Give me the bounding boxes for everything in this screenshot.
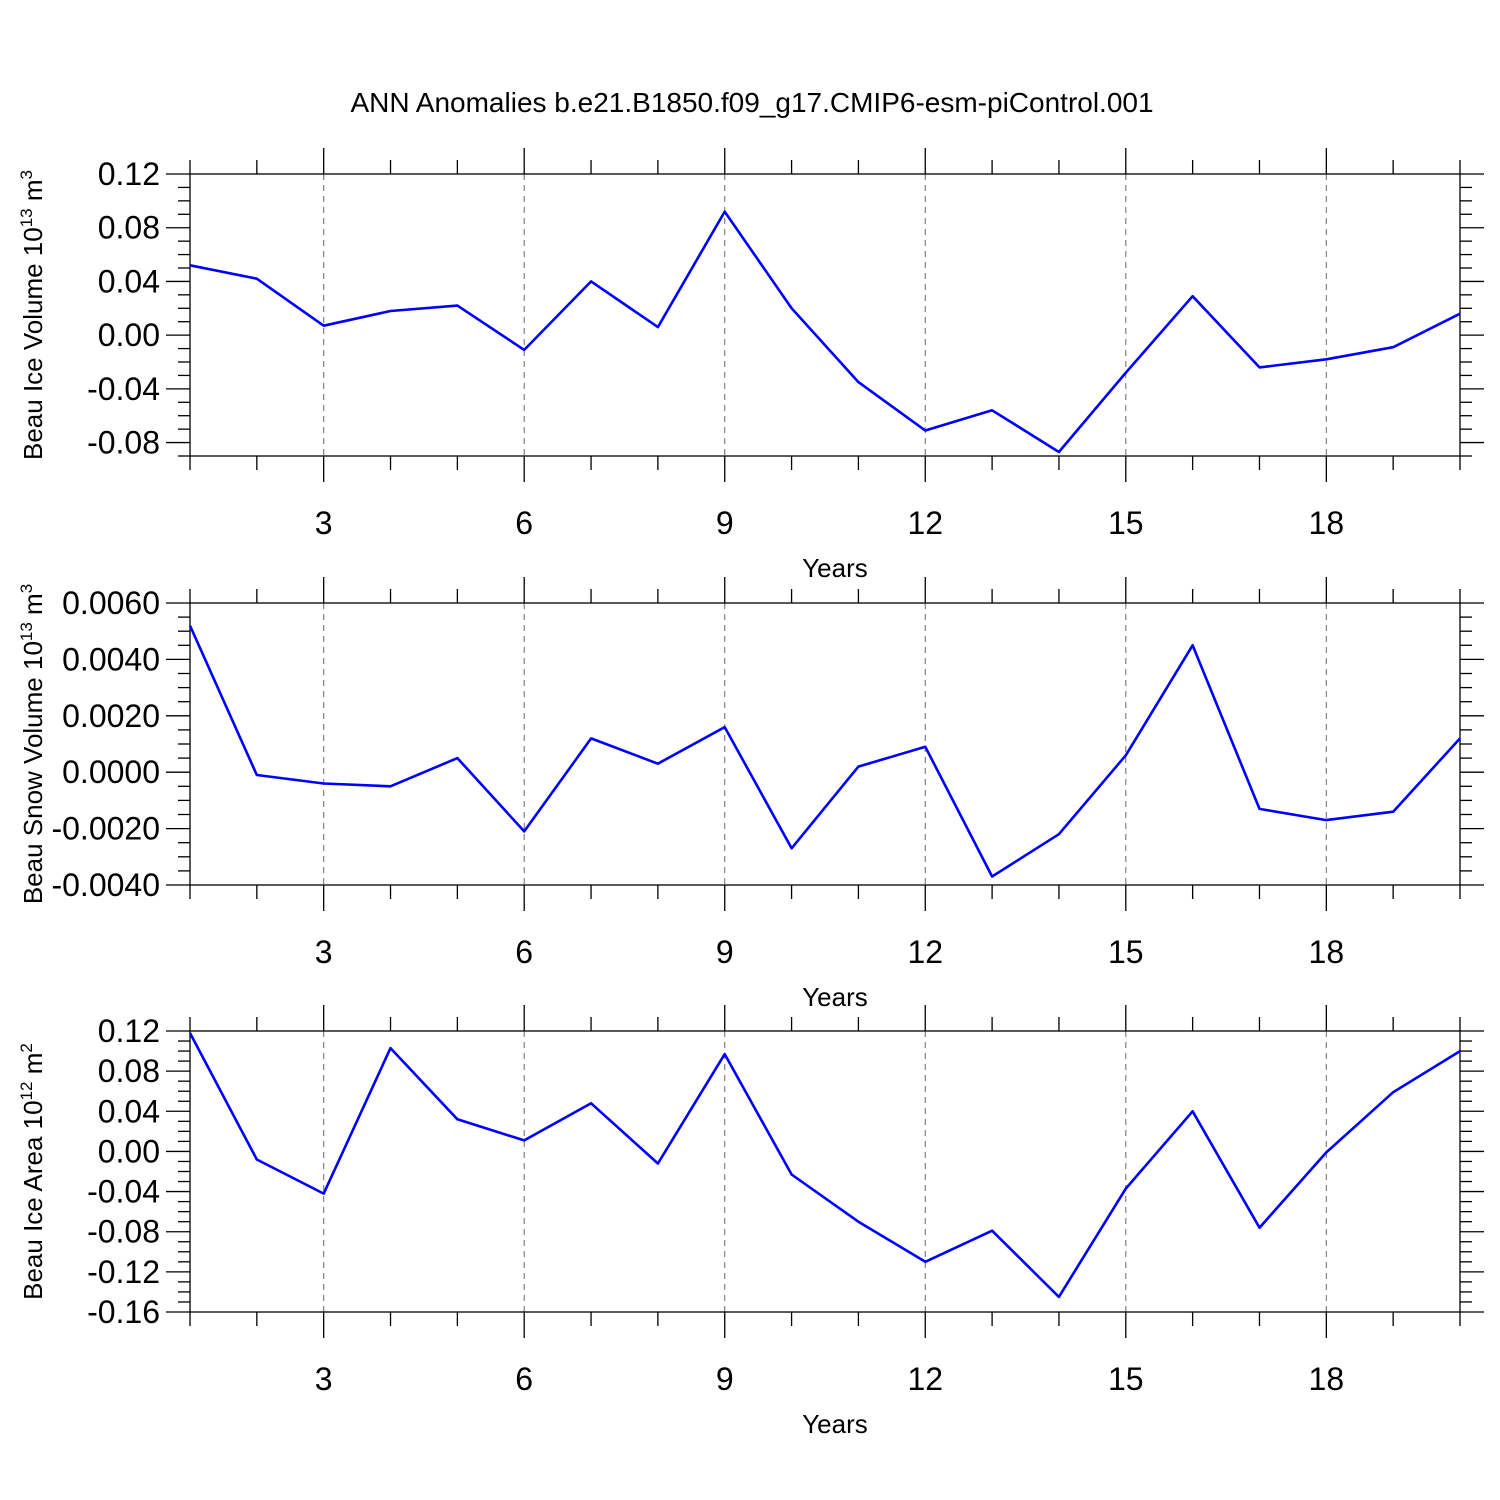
x-tick-label: 6	[515, 1361, 533, 1397]
y-tick-label: -0.0020	[51, 811, 160, 847]
x-tick-label: 6	[515, 934, 533, 970]
y-tick-label: 0.04	[98, 263, 160, 299]
x-tick-label: 15	[1108, 934, 1144, 970]
y-tick-label: 0.12	[98, 156, 160, 192]
x-tick-label: 12	[907, 505, 943, 541]
series-line-ice-area	[188, 1032, 1461, 1299]
x-tick-label: 15	[1108, 505, 1144, 541]
y-tick-label: -0.04	[87, 371, 160, 407]
x-tick-label: 6	[515, 505, 533, 541]
x-tick-label: 9	[716, 934, 734, 970]
x-axis-label: Years	[802, 982, 868, 1012]
y-tick-label: -0.04	[87, 1174, 160, 1210]
y-tick-label: 0.00	[98, 1133, 160, 1169]
plot-frame	[189, 173, 1461, 457]
x-tick-label: 12	[907, 1361, 943, 1397]
y-tick-label: 0.0000	[62, 754, 160, 790]
y-tick-label: 0.0060	[62, 585, 160, 621]
x-tick-label: 3	[315, 505, 333, 541]
x-tick-label: 3	[315, 1361, 333, 1397]
y-tick-label: 0.12	[98, 1013, 160, 1049]
x-tick-label: 9	[716, 1361, 734, 1397]
y-axis-label: Beau Ice Area 1012 m2	[17, 1043, 48, 1300]
y-tick-label: -0.16	[87, 1294, 160, 1330]
y-tick-label: 0.04	[98, 1093, 160, 1129]
plot-frame	[189, 1030, 1461, 1313]
x-axis-label: Years	[802, 1409, 868, 1439]
x-tick-label: 3	[315, 934, 333, 970]
x-tick-label: 18	[1309, 1361, 1345, 1397]
chart-panel-snow-volume: 0.0060 0.0040 0.0020 0.0000 -0.0020 -0.0040 3 6…	[17, 577, 1484, 1012]
plot-frame	[189, 602, 1461, 886]
y-tick-label: -0.12	[87, 1254, 160, 1290]
y-axis-label: Beau Snow Volume 1013 m3	[17, 584, 48, 904]
x-tick-label: 9	[716, 505, 734, 541]
x-tick-label: 18	[1309, 934, 1345, 970]
y-tick-label: -0.08	[87, 425, 160, 461]
y-tick-label: 0.00	[98, 317, 160, 353]
y-tick-label: 0.0020	[62, 698, 160, 734]
x-axis-label: Years	[802, 553, 868, 583]
y-tick-label: 0.08	[98, 210, 160, 246]
y-tick-label: -0.0040	[51, 867, 160, 903]
y-tick-label: 0.0040	[62, 641, 160, 677]
y-tick-label: 0.08	[98, 1053, 160, 1089]
x-tick-label: 18	[1309, 505, 1345, 541]
figure-title: ANN Anomalies b.e21.B1850.f09_g17.CMIP6-…	[350, 87, 1153, 118]
x-tick-label: 15	[1108, 1361, 1144, 1397]
chart-panel-ice-area: 0.12 0.08 0.04 0.00 -0.04 -0.08 -0.12 -0.16 3 6 9 1…	[17, 1005, 1484, 1439]
chart-panel-ice-volume: 0.12 0.08 0.04 0.00 -0.04 -0.08 3 6 9 12 15 18 Years…	[17, 148, 1484, 583]
series-line-ice-volume	[189, 210, 1461, 454]
y-tick-label: -0.08	[87, 1214, 160, 1250]
series-line-snow-volume	[188, 625, 1461, 878]
x-tick-label: 12	[907, 934, 943, 970]
y-axis-label: Beau Ice Volume 1013 m3	[17, 170, 48, 460]
